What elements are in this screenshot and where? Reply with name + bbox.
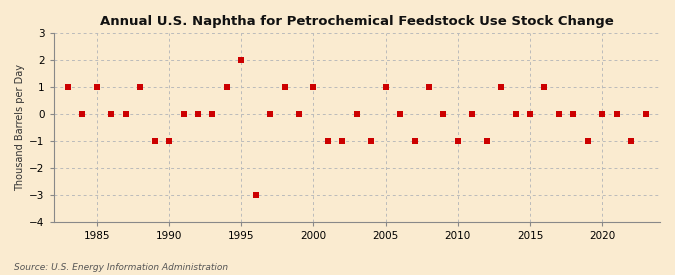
Point	[554, 112, 564, 116]
Point	[77, 112, 88, 116]
Point	[135, 85, 146, 89]
Point	[583, 139, 593, 143]
Point	[294, 112, 304, 116]
Point	[409, 139, 420, 143]
Point	[612, 112, 622, 116]
Point	[192, 112, 203, 116]
Point	[352, 112, 362, 116]
Point	[279, 85, 290, 89]
Point	[337, 139, 348, 143]
Point	[366, 139, 377, 143]
Point	[539, 85, 550, 89]
Point	[92, 85, 103, 89]
Point	[626, 139, 637, 143]
Point	[63, 85, 74, 89]
Point	[424, 85, 435, 89]
Point	[106, 112, 117, 116]
Point	[380, 85, 391, 89]
Point	[481, 139, 492, 143]
Point	[163, 139, 174, 143]
Point	[640, 112, 651, 116]
Point	[510, 112, 521, 116]
Point	[149, 139, 160, 143]
Point	[495, 85, 506, 89]
Point	[467, 112, 478, 116]
Point	[178, 112, 189, 116]
Point	[452, 139, 463, 143]
Point	[524, 112, 535, 116]
Point	[265, 112, 275, 116]
Y-axis label: Thousand Barrels per Day: Thousand Barrels per Day	[15, 64, 25, 191]
Point	[395, 112, 406, 116]
Point	[308, 85, 319, 89]
Point	[438, 112, 449, 116]
Title: Annual U.S. Naphtha for Petrochemical Feedstock Use Stock Change: Annual U.S. Naphtha for Petrochemical Fe…	[100, 15, 614, 28]
Point	[120, 112, 131, 116]
Point	[221, 85, 232, 89]
Point	[568, 112, 578, 116]
Point	[250, 192, 261, 197]
Text: Source: U.S. Energy Information Administration: Source: U.S. Energy Information Administ…	[14, 263, 227, 272]
Point	[323, 139, 333, 143]
Point	[597, 112, 608, 116]
Point	[236, 58, 246, 62]
Point	[207, 112, 218, 116]
